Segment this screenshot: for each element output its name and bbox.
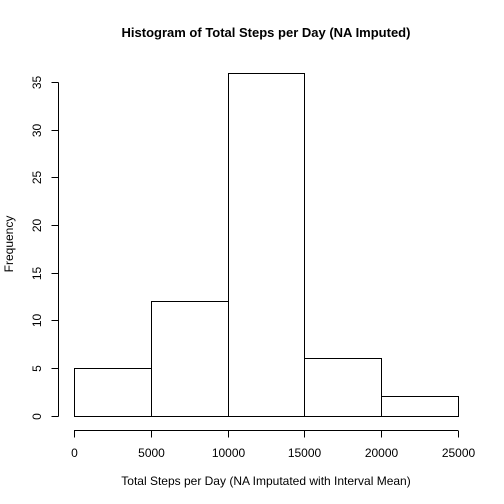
bars-layer [74,73,459,417]
y-tick-label-1: 5 [30,365,44,372]
x-tick-label-4: 20000 [365,446,399,460]
y-tick-label-7: 35 [30,76,44,90]
histogram-bar-4 [381,396,459,417]
x-tick-label-3: 15000 [288,446,322,460]
y-tick-label-3: 15 [30,267,44,281]
histogram-bar-1 [151,301,229,417]
x-tick-label-1: 5000 [138,446,165,460]
histogram-bar-2 [228,73,305,417]
y-tick-label-4: 20 [30,219,44,233]
y-tick-label-6: 30 [30,124,44,138]
x-axis: 0 5000 10000 15000 20000 25000 [71,430,476,460]
chart-title: Histogram of Total Steps per Day (NA Imp… [122,25,411,40]
y-axis: 0 5 10 15 20 25 30 35 [30,76,59,420]
x-tick-label-5: 25000 [442,446,476,460]
y-tick-label-5: 25 [30,171,44,185]
histogram-bar-0 [74,368,152,417]
y-axis-label: Frequency [2,216,16,273]
x-tick-label-0: 0 [71,446,78,460]
x-tick-label-2: 10000 [212,446,246,460]
histogram-bar-3 [304,358,382,417]
y-tick-label-2: 10 [30,314,44,328]
x-axis-label: Total Steps per Day (NA Imputated with I… [121,474,410,488]
y-tick-label-0: 0 [30,413,44,420]
